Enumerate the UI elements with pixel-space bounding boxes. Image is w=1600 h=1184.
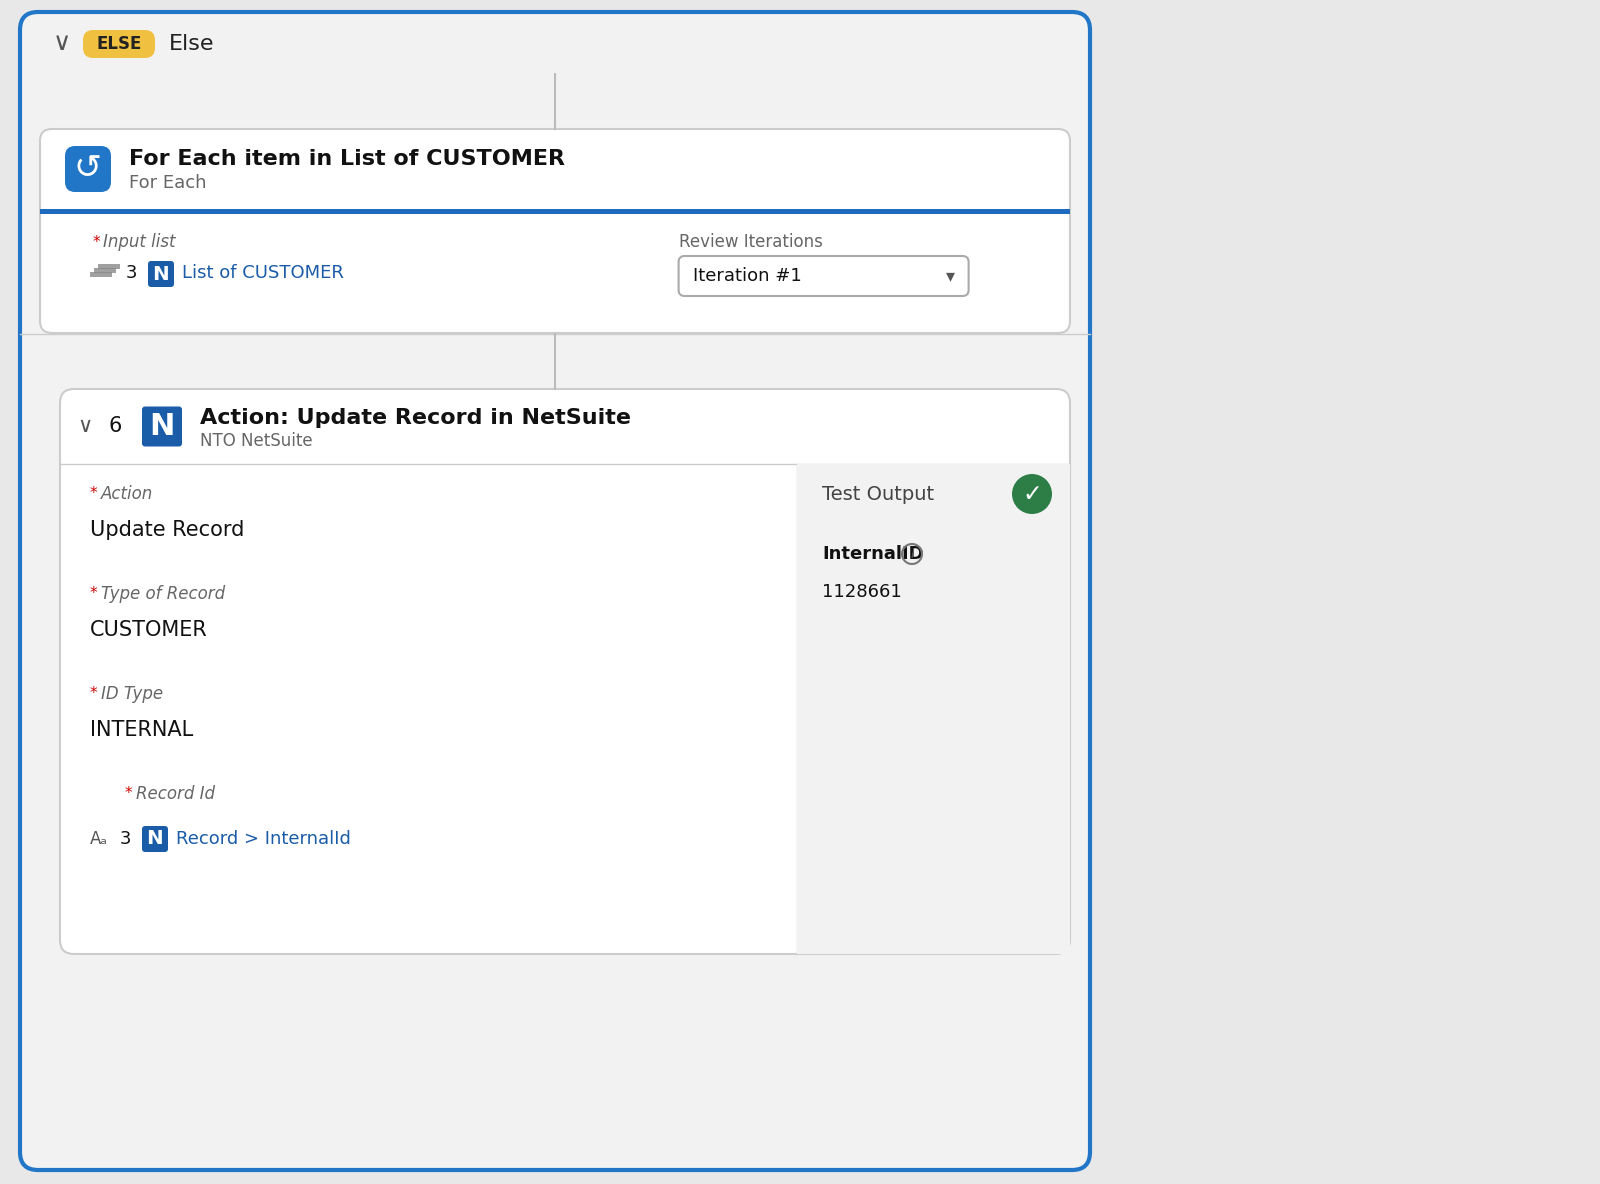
- Text: INTERNAL: INTERNAL: [90, 720, 194, 740]
- Text: Aₐ: Aₐ: [90, 830, 107, 848]
- FancyBboxPatch shape: [142, 826, 168, 852]
- Text: N: N: [152, 264, 170, 283]
- Text: i: i: [910, 547, 914, 560]
- Text: Input list: Input list: [102, 233, 176, 251]
- Text: ID Type: ID Type: [101, 686, 163, 703]
- Text: For Each: For Each: [130, 174, 206, 192]
- Text: *: *: [90, 487, 102, 502]
- Text: Iteration #1: Iteration #1: [693, 268, 802, 285]
- Text: N: N: [149, 412, 174, 440]
- FancyBboxPatch shape: [678, 256, 968, 296]
- Bar: [90, 272, 112, 277]
- Text: 6: 6: [109, 417, 122, 437]
- FancyBboxPatch shape: [19, 12, 1090, 1170]
- FancyBboxPatch shape: [83, 30, 155, 58]
- Bar: [98, 264, 120, 269]
- FancyBboxPatch shape: [66, 146, 110, 192]
- Text: For Each item in List of CUSTOMER: For Each item in List of CUSTOMER: [130, 149, 565, 169]
- Text: *: *: [125, 786, 138, 802]
- Text: ✓: ✓: [1022, 482, 1042, 506]
- Text: Review Iterations: Review Iterations: [678, 233, 822, 251]
- Text: Test Output: Test Output: [822, 484, 934, 503]
- Text: ▾: ▾: [946, 268, 955, 285]
- Text: NTO NetSuite: NTO NetSuite: [200, 432, 312, 450]
- Bar: [797, 464, 1070, 954]
- Text: 3: 3: [126, 264, 138, 282]
- Text: Update Record: Update Record: [90, 520, 245, 540]
- Text: *: *: [90, 586, 102, 601]
- Text: Record > InternalId: Record > InternalId: [176, 830, 350, 848]
- Text: CUSTOMER: CUSTOMER: [90, 620, 208, 641]
- Text: 3: 3: [120, 830, 131, 848]
- FancyBboxPatch shape: [142, 406, 182, 446]
- Text: N: N: [147, 830, 163, 849]
- Text: Action: Action: [101, 485, 154, 503]
- FancyBboxPatch shape: [61, 390, 1070, 954]
- Text: Record Id: Record Id: [136, 785, 214, 803]
- Text: ELSE: ELSE: [96, 36, 142, 53]
- Text: *: *: [93, 234, 101, 250]
- Text: ↺: ↺: [74, 153, 102, 186]
- Text: InternalID: InternalID: [822, 545, 923, 564]
- Text: ∨: ∨: [53, 31, 70, 54]
- FancyBboxPatch shape: [40, 129, 1070, 333]
- Text: Else: Else: [170, 34, 214, 54]
- Bar: [40, 210, 1070, 214]
- Circle shape: [1013, 474, 1053, 514]
- Text: *: *: [90, 687, 102, 701]
- FancyBboxPatch shape: [147, 260, 174, 287]
- Text: Type of Record: Type of Record: [101, 585, 226, 603]
- Text: List of CUSTOMER: List of CUSTOMER: [182, 264, 344, 282]
- Text: 1128661: 1128661: [822, 583, 902, 601]
- Text: Action: Update Record in NetSuite: Action: Update Record in NetSuite: [200, 407, 630, 427]
- Bar: [94, 268, 115, 274]
- Text: ∨: ∨: [77, 417, 93, 437]
